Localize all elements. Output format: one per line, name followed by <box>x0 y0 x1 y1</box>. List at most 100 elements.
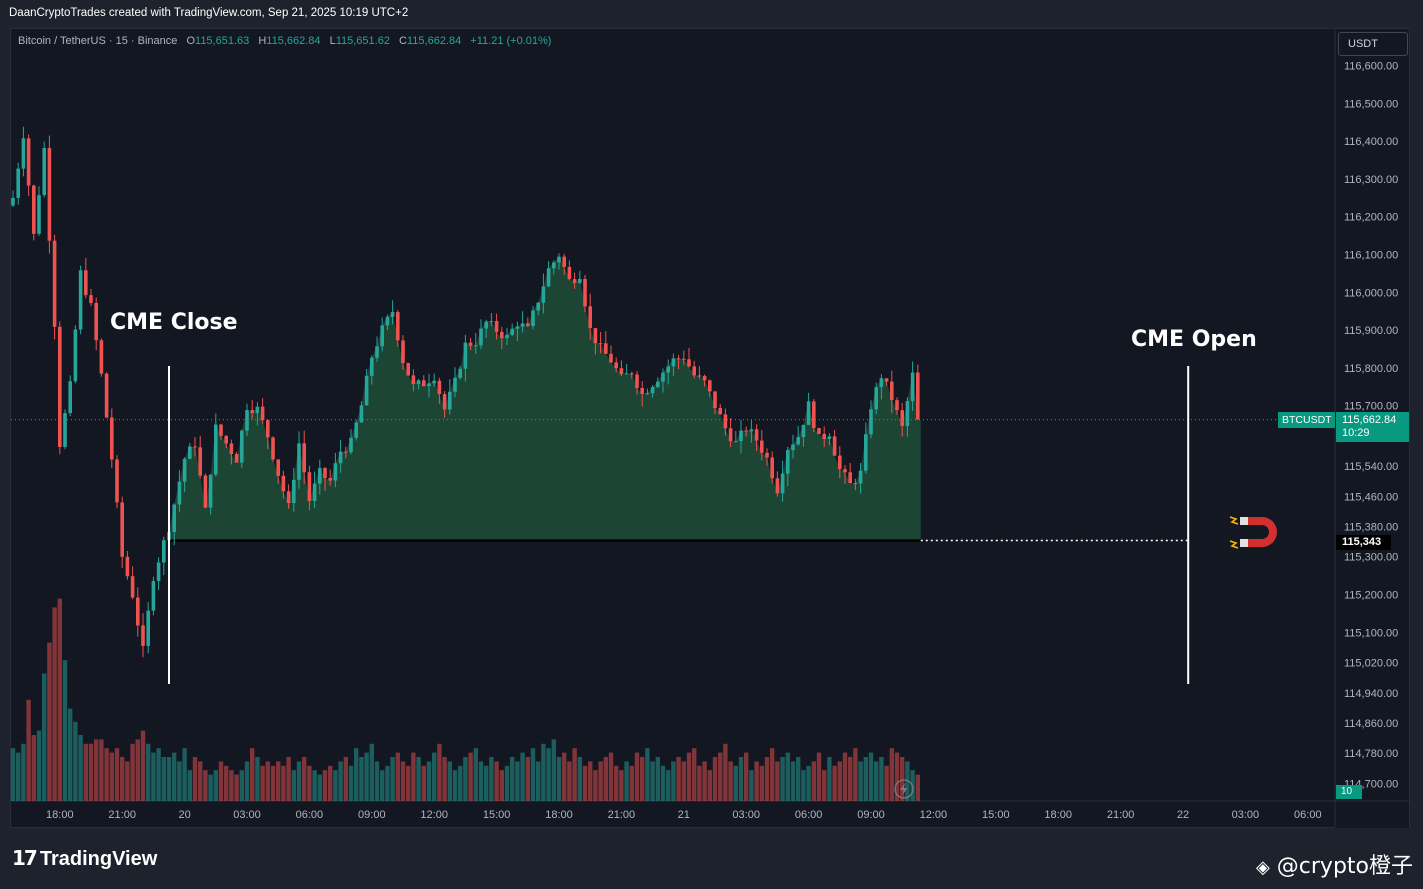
y-tick-label: 116,500.00 <box>1344 98 1398 110</box>
candle-body <box>697 375 702 377</box>
y-tick-label: 116,400.00 <box>1344 136 1398 148</box>
volume-bar <box>504 765 510 801</box>
volume-bar <box>312 770 317 801</box>
volume-bar <box>645 748 650 801</box>
candle-body <box>276 459 280 476</box>
x-tick-label: 03:00 <box>1232 809 1260 821</box>
candle-body <box>94 303 98 341</box>
candle-body <box>505 334 509 339</box>
candle-body <box>427 383 431 387</box>
volume-bar <box>614 765 619 801</box>
candle-body <box>432 380 436 384</box>
volume-bar <box>447 761 452 801</box>
volume-bar <box>520 752 525 801</box>
candle-body <box>702 375 707 381</box>
candle-body <box>271 437 275 460</box>
legend-high-label: H <box>258 35 267 47</box>
candle-body <box>78 270 83 330</box>
currency-button[interactable]: USDT <box>1338 32 1408 56</box>
candle-body <box>229 443 234 455</box>
candle-body <box>614 362 618 369</box>
volume-bar <box>198 761 203 801</box>
volume-bar <box>161 757 166 801</box>
volume-bar <box>629 765 634 801</box>
candle-body <box>416 380 421 384</box>
volume-bar <box>718 752 723 801</box>
candle-body <box>32 185 36 234</box>
candle-body <box>115 459 119 503</box>
legend-close-value: 115,662.84 <box>406 35 462 47</box>
candle-body <box>682 358 686 360</box>
tradingview-logo[interactable]: 17 TradingView <box>12 846 157 871</box>
volume-bar <box>473 748 478 801</box>
volume-bar <box>166 757 172 801</box>
volume-bar <box>515 761 520 801</box>
volume-bar <box>744 752 749 801</box>
lightning-icon[interactable] <box>893 778 915 800</box>
candle-body <box>234 454 239 463</box>
candle-body <box>770 457 774 479</box>
candle-body <box>510 328 514 335</box>
candle-body <box>827 436 832 439</box>
volume-bar <box>692 748 697 801</box>
volume-bar <box>291 770 296 801</box>
volume-bar <box>333 770 338 801</box>
volume-bar <box>499 770 504 801</box>
volume-bar <box>36 730 42 801</box>
candle-body <box>572 279 577 283</box>
volume-bar <box>811 761 816 801</box>
candle-body <box>812 401 816 429</box>
volume-bars <box>10 598 920 801</box>
x-tick-label: 21:00 <box>108 809 136 821</box>
volume-bar <box>192 757 198 801</box>
x-tick-label: 18:00 <box>1044 809 1072 821</box>
volume-bar <box>827 757 832 801</box>
volume-bar <box>88 743 94 801</box>
volume-bar <box>411 752 416 801</box>
candle-body <box>110 417 114 460</box>
candle-body <box>754 429 759 441</box>
candle-body <box>484 321 488 329</box>
volume-bar <box>577 757 582 801</box>
x-tick-label: 22 <box>1177 809 1189 821</box>
candle-body <box>806 401 811 425</box>
candle-body <box>354 422 358 438</box>
volume-bar <box>416 757 421 801</box>
candle-body <box>650 386 655 394</box>
candle-body <box>47 147 52 241</box>
volume-bar <box>400 761 406 801</box>
top-bar: DaanCryptoTrades created with TradingVie… <box>0 0 1423 28</box>
y-tick-label: 115,380.00 <box>1344 522 1398 534</box>
volume-bar <box>442 757 447 801</box>
volume-bar <box>754 761 759 801</box>
candle-body <box>780 473 785 494</box>
candle-body <box>864 434 868 471</box>
candle-body <box>458 368 462 378</box>
volume-bar <box>120 757 125 801</box>
candle-body <box>630 373 634 375</box>
candle-body <box>734 441 738 443</box>
watermark-text: @crypto橙子 <box>1276 854 1413 879</box>
candle-body <box>151 581 156 611</box>
candle-body <box>224 435 228 444</box>
volume-bar <box>879 757 884 801</box>
volume-bar <box>10 748 16 801</box>
volume-bar <box>567 761 572 801</box>
candle-body <box>567 266 572 280</box>
y-tick-label: 115,900.00 <box>1344 325 1398 337</box>
volume-bar <box>322 770 328 801</box>
volume-bar <box>276 761 281 801</box>
volume-bar <box>562 752 567 801</box>
legend-open-label: O <box>186 35 196 47</box>
candle-body <box>162 540 166 563</box>
candle-body <box>250 410 254 414</box>
candle-body <box>453 377 457 392</box>
x-tick-label: 15:00 <box>982 809 1010 821</box>
x-tick-label: 20 <box>178 809 190 821</box>
volume-bar <box>868 752 874 801</box>
volume-bar <box>702 761 707 801</box>
candle-body <box>858 470 863 484</box>
volume-bar <box>588 761 593 801</box>
cme-close-label: CME Close <box>110 310 238 335</box>
